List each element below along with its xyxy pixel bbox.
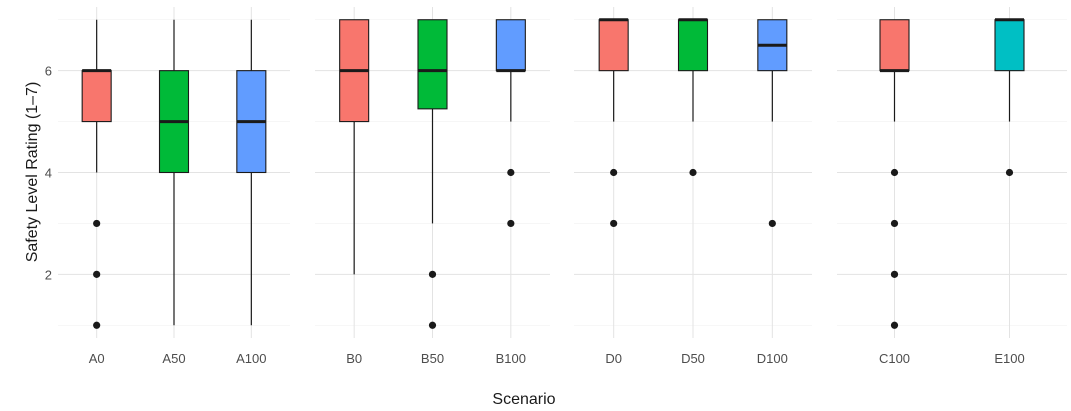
x-axis-title: Scenario (492, 391, 555, 408)
y-axis-title: Safety Level Rating (1–7) (24, 82, 41, 263)
x-tick-label: B50 (421, 351, 444, 366)
panel-d: D0 D50 D100 (574, 7, 812, 366)
y-tick-label: 2 (45, 267, 52, 282)
panel-ce: C100 E100 (837, 7, 1067, 366)
outlier-point (890, 219, 899, 228)
box-body (994, 19, 1025, 72)
box-a50 (158, 19, 190, 326)
x-tick-label: C100 (879, 351, 910, 366)
outlier-point (93, 219, 101, 228)
x-tick-label: B0 (346, 351, 362, 366)
panel-a: A0 A50 A100 (58, 7, 290, 366)
x-tick-label: B100 (496, 351, 526, 366)
box-b0 (339, 19, 370, 275)
outlier-point (93, 321, 101, 329)
x-tick-label: A100 (236, 351, 266, 366)
box-body (879, 19, 910, 72)
y-tick-label: 6 (45, 64, 52, 79)
outlier-point (890, 270, 899, 278)
outlier-point (768, 219, 776, 228)
x-tick-label: D50 (681, 351, 705, 366)
x-tick-label: D100 (757, 351, 788, 366)
facet-panels: A0 A50 A100 B0 B50 B100 D0 D50 D100 C100 E100 (58, 7, 1067, 366)
box-c100 (879, 19, 910, 329)
box-body (417, 19, 448, 110)
box-d0 (598, 18, 629, 228)
y-axis: 2 4 6 (45, 64, 52, 283)
outlier-point (428, 270, 437, 278)
box-b100 (495, 19, 526, 228)
x-tick-label: A50 (162, 351, 185, 366)
outlier-point (507, 219, 515, 228)
y-tick-label: 4 (45, 166, 52, 181)
box-b50 (417, 19, 448, 329)
box-e100 (994, 18, 1025, 177)
outlier-point (689, 168, 697, 177)
box-a0 (81, 19, 112, 329)
x-tick-label: D0 (605, 351, 622, 366)
box-d50 (677, 18, 709, 177)
outlier-point (1005, 168, 1014, 177)
box-body (495, 19, 526, 72)
box-body (81, 70, 112, 123)
box-a100 (236, 19, 267, 326)
outlier-point (610, 168, 618, 177)
box-d100 (757, 19, 788, 228)
outlier-point (93, 270, 101, 278)
x-tick-label: E100 (994, 351, 1024, 366)
outlier-point (428, 321, 437, 329)
box-body (677, 19, 709, 72)
panel-b: B0 B50 B100 (315, 7, 550, 366)
outlier-point (890, 321, 899, 329)
outlier-point (507, 168, 515, 177)
x-tick-label: A0 (89, 351, 105, 366)
outlier-point (890, 168, 899, 177)
outlier-point (610, 219, 618, 228)
box-body (598, 19, 629, 72)
